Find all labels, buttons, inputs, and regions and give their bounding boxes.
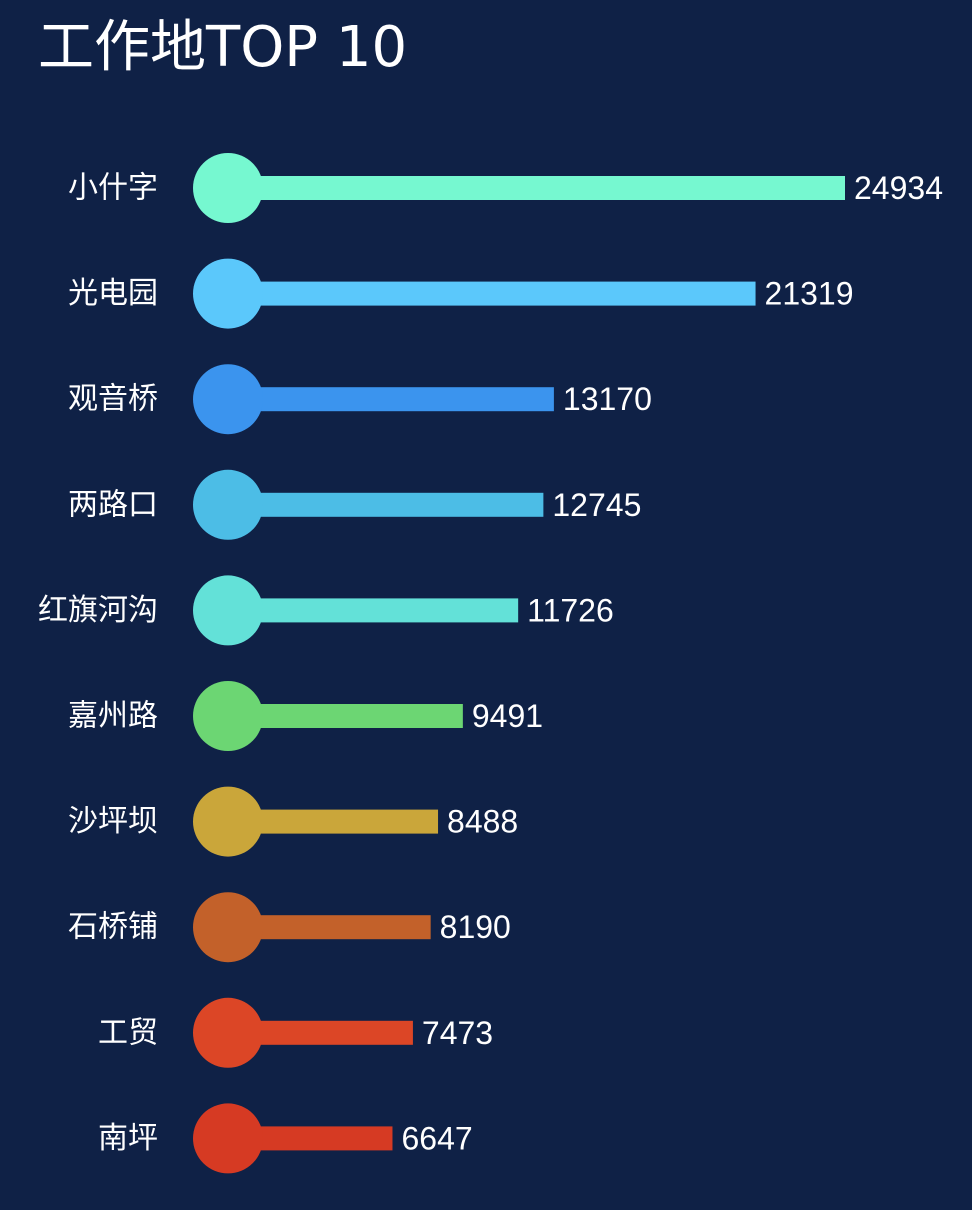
bar-head-circle [193, 469, 263, 540]
bar-group: 两路口 12745 [68, 469, 641, 540]
bar-group: 南坪 6647 [98, 1103, 473, 1174]
bar-group: 小什字 24934 [68, 153, 943, 223]
value-label: 8190 [440, 909, 511, 945]
bar [228, 704, 463, 728]
value-label: 13170 [563, 381, 652, 417]
bar-head-circle [193, 258, 263, 329]
value-label: 11726 [527, 592, 614, 628]
value-label: 9491 [472, 698, 543, 734]
bar [228, 176, 845, 200]
bar-group: 观音桥 13170 [68, 364, 652, 435]
value-label: 21319 [765, 276, 854, 312]
category-label: 石桥铺 [68, 910, 158, 945]
bar-group: 石桥铺 8190 [68, 892, 511, 963]
category-label: 观音桥 [68, 382, 158, 417]
category-label: 小什字 [68, 171, 158, 206]
bar [228, 598, 519, 623]
bar-head-circle [193, 892, 263, 963]
category-label: 两路口 [68, 487, 158, 522]
bar-head-circle [193, 364, 263, 435]
chart-title: 工作地TOP 10 [38, 15, 408, 80]
bar-group: 光电园 21319 [68, 258, 854, 329]
value-label: 24934 [854, 170, 943, 206]
bar-head-circle [193, 575, 263, 646]
category-label: 红旗河沟 [38, 593, 158, 628]
value-label: 8488 [447, 804, 518, 840]
bar-group: 红旗河沟 11726 [38, 575, 614, 646]
bar-head-circle [193, 997, 263, 1068]
bar-group: 嘉州路 9491 [68, 681, 543, 751]
category-label: 嘉州路 [68, 699, 158, 734]
value-label: 6647 [401, 1120, 472, 1156]
bar [228, 492, 544, 517]
category-label: 南坪 [98, 1121, 158, 1156]
bar-group: 工贸 7473 [98, 997, 493, 1068]
bar-head-circle [193, 1103, 263, 1174]
value-label: 12745 [552, 487, 641, 523]
bar [228, 809, 439, 834]
bar-group: 沙坪坝 8488 [68, 786, 518, 857]
bar [228, 281, 756, 306]
bar-head-circle [193, 153, 263, 223]
bar-head-circle [193, 681, 263, 751]
value-label: 7473 [422, 1015, 493, 1051]
category-label: 沙坪坝 [68, 804, 158, 839]
category-label: 光电园 [68, 276, 158, 311]
bar-head-circle [193, 786, 263, 857]
category-label: 工贸 [98, 1015, 158, 1050]
bar [228, 387, 554, 412]
